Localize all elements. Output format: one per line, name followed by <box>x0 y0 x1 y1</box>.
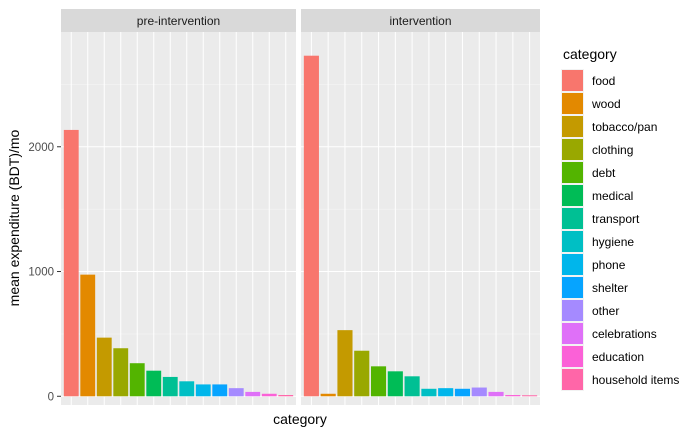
bar-phone <box>438 388 454 397</box>
legend-label: debt <box>592 166 616 180</box>
legend-swatch <box>562 185 583 206</box>
legend-label: medical <box>592 189 633 203</box>
legend-swatch <box>562 254 583 275</box>
legend-title: category <box>563 46 617 62</box>
legend: category food wood tobacco/pan clothing debt… <box>561 46 679 391</box>
legend-item: tobacco/pan <box>561 115 657 138</box>
legend-swatch <box>562 346 583 367</box>
y-axis: 0 1000 2000 <box>28 142 61 403</box>
legend-label: wood <box>591 97 621 111</box>
x-axis-title: category <box>273 411 327 427</box>
legend-item: transport <box>561 207 640 230</box>
bar-medical <box>387 371 403 397</box>
bar-celebrations <box>245 391 261 397</box>
legend-label: tobacco/pan <box>592 120 657 134</box>
bar-household-items <box>278 395 294 397</box>
legend-item: phone <box>561 253 626 276</box>
legend-item: other <box>561 299 619 322</box>
legend-swatch <box>562 162 583 183</box>
bar-shelter <box>212 384 228 397</box>
bar-clothing <box>113 348 129 397</box>
bar-wood <box>80 274 96 397</box>
facet-panel-pre-intervention: pre-intervention <box>61 9 296 405</box>
legend-swatch <box>562 369 583 390</box>
legend-item: food <box>561 69 615 92</box>
legend-label: shelter <box>592 281 628 295</box>
bar-other <box>228 388 244 397</box>
legend-label: celebrations <box>592 327 657 341</box>
bar-hygiene <box>179 381 195 397</box>
legend-label: phone <box>592 258 626 272</box>
legend-swatch <box>562 323 583 344</box>
facet-strip <box>61 9 296 32</box>
legend-label: hygiene <box>592 235 634 249</box>
legend-label: clothing <box>592 143 633 157</box>
bar-celebrations <box>488 391 504 397</box>
legend-item: wood <box>561 92 621 115</box>
facet-panels: pre-intervention intervention <box>61 9 540 405</box>
legend-swatch <box>562 93 583 114</box>
legend-label: other <box>592 304 619 318</box>
bar-debt <box>370 366 387 397</box>
legend-swatch <box>562 231 583 252</box>
bar-food <box>63 129 79 397</box>
legend-item: education <box>561 345 644 368</box>
y-tick-label: 0 <box>48 391 54 403</box>
panel-background <box>301 32 540 405</box>
panel-background <box>61 32 296 405</box>
bar-debt <box>129 363 145 397</box>
facet-strip <box>301 9 540 32</box>
bar-tobacco-pan <box>96 337 112 397</box>
bar-food <box>303 55 319 397</box>
legend-items: food wood tobacco/pan clothing debt medical tr… <box>561 69 679 391</box>
legend-item: debt <box>561 161 616 184</box>
bar-hygiene <box>421 388 437 397</box>
y-tick-label: 1000 <box>28 267 54 279</box>
bar-education <box>505 395 521 397</box>
bar-tobacco-pan <box>337 330 353 397</box>
facet-strip-label: intervention <box>389 14 451 28</box>
bar-transport <box>404 376 420 397</box>
legend-item: clothing <box>561 138 633 161</box>
legend-label: transport <box>592 212 640 226</box>
bar-education <box>261 393 277 397</box>
legend-swatch <box>562 139 583 160</box>
y-axis-title: mean expenditure (BDT)/mo <box>6 129 22 306</box>
legend-item: medical <box>561 184 633 207</box>
bar-shelter <box>454 388 471 397</box>
bar-medical <box>146 370 162 397</box>
y-tick-label: 2000 <box>28 142 54 154</box>
legend-item: hygiene <box>561 230 634 253</box>
legend-swatch <box>562 277 583 298</box>
bar-household-items <box>522 395 538 397</box>
bar-phone <box>195 384 211 397</box>
legend-swatch <box>562 300 583 321</box>
legend-label: household items <box>592 373 679 387</box>
legend-label: food <box>592 74 615 88</box>
facet-strip-label: pre-intervention <box>137 14 220 28</box>
legend-swatch <box>562 116 583 137</box>
legend-item: celebrations <box>561 322 657 345</box>
bar-wood <box>320 393 336 397</box>
legend-item: shelter <box>561 276 628 299</box>
bar-other <box>471 387 487 397</box>
bar-transport <box>162 376 178 397</box>
legend-label: education <box>592 350 644 364</box>
legend-swatch <box>562 70 583 91</box>
legend-item: household items <box>561 368 679 391</box>
facet-panel-intervention: intervention <box>301 9 540 405</box>
legend-swatch <box>562 208 583 229</box>
bar-clothing <box>354 350 370 397</box>
